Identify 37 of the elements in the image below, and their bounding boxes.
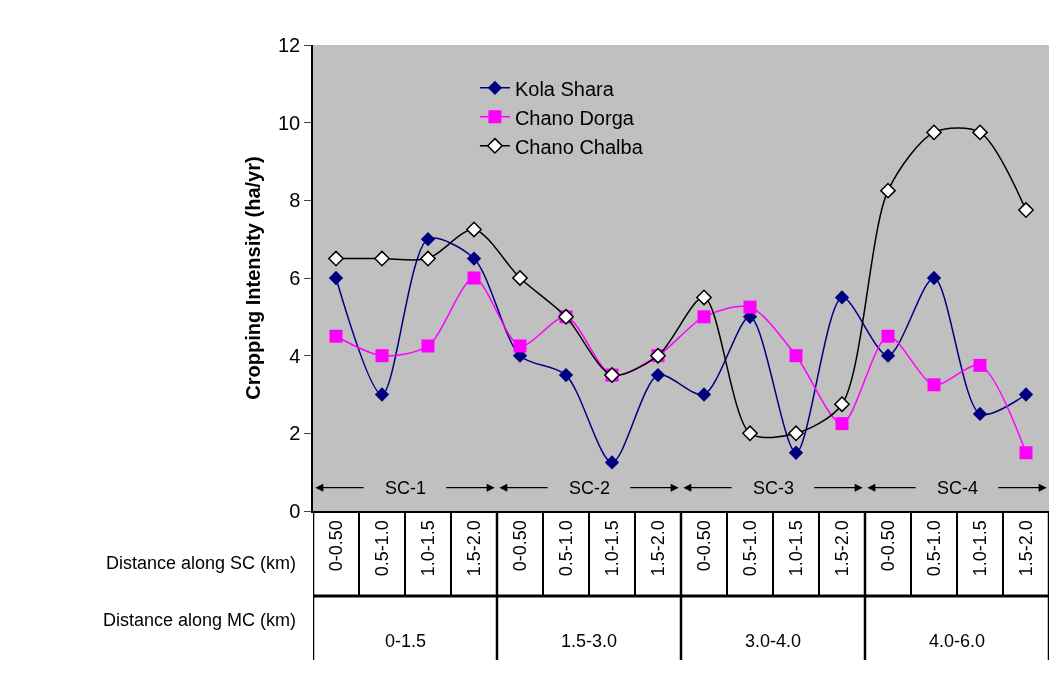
x-tick-label: 1.0-1.5 (969, 520, 990, 577)
x-tick-label: 0.5-1.0 (555, 520, 576, 577)
text: 0-1.5 (385, 631, 427, 651)
x-tick-label: 0-0.50 (509, 520, 530, 572)
y-tick-label: 0 (289, 500, 301, 522)
x-tick-label: 0-0.50 (693, 520, 714, 572)
y-axis-title: Cropping Intensity (ha/yr) (242, 156, 264, 400)
annotation: SC-4 (937, 478, 979, 498)
y-tick-label: 4 (289, 344, 301, 367)
x-tick-label: 0.5-1.0 (371, 520, 392, 577)
x-tick-label: 0.5-1.0 (923, 520, 944, 577)
text: 3.0-4.0 (745, 631, 802, 651)
text: Distance along MC (km) (103, 610, 297, 630)
x-tick-label: 1.0-1.5 (785, 520, 806, 577)
legend-label: Chano Chalba (514, 135, 644, 158)
legend-label: Kola Shara (514, 77, 615, 100)
annotation: SC-2 (569, 478, 611, 498)
x-tick-label: 1.5-2.0 (1015, 520, 1036, 577)
x-tick-label: 1.5-2.0 (647, 520, 668, 577)
y-tick-label: 8 (289, 189, 301, 212)
x-tick-label: 1.5-2.0 (463, 520, 484, 577)
text: Distance along SC (km) (106, 553, 297, 573)
y-tick-label: 2 (289, 422, 301, 445)
text: 1.5-3.0 (561, 631, 618, 651)
x-tick-label: 0-0.50 (325, 520, 346, 572)
y-tick-label: 6 (289, 267, 301, 289)
annotation: SC-1 (385, 478, 427, 498)
x-tick-label: 0-0.50 (877, 520, 898, 572)
text: 4.0-6.0 (929, 631, 986, 651)
annotation: SC-3 (753, 478, 795, 498)
x-tick-label: 1.0-1.5 (601, 520, 622, 577)
x-tick-label: 1.5-2.0 (831, 520, 852, 577)
y-tick-label: 10 (278, 111, 301, 134)
x-tick-label: 1.0-1.5 (417, 520, 438, 577)
y-tick-label: 12 (278, 34, 301, 56)
legend-label: Chano Dorga (514, 106, 635, 129)
x-tick-label: 0.5-1.0 (739, 520, 760, 577)
